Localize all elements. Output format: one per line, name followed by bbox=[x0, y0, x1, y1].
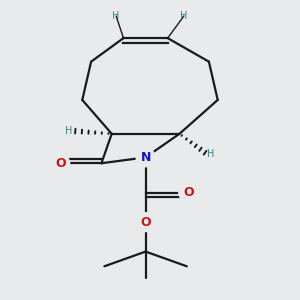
Text: H: H bbox=[207, 149, 214, 159]
Text: N: N bbox=[140, 151, 151, 164]
Text: O: O bbox=[140, 216, 151, 229]
Circle shape bbox=[136, 148, 155, 167]
Text: H: H bbox=[112, 11, 120, 21]
Text: H: H bbox=[180, 11, 188, 21]
Text: O: O bbox=[183, 186, 194, 199]
Circle shape bbox=[51, 154, 70, 173]
Circle shape bbox=[179, 183, 198, 202]
Text: O: O bbox=[55, 157, 65, 170]
Circle shape bbox=[136, 213, 155, 232]
Text: H: H bbox=[65, 126, 73, 136]
